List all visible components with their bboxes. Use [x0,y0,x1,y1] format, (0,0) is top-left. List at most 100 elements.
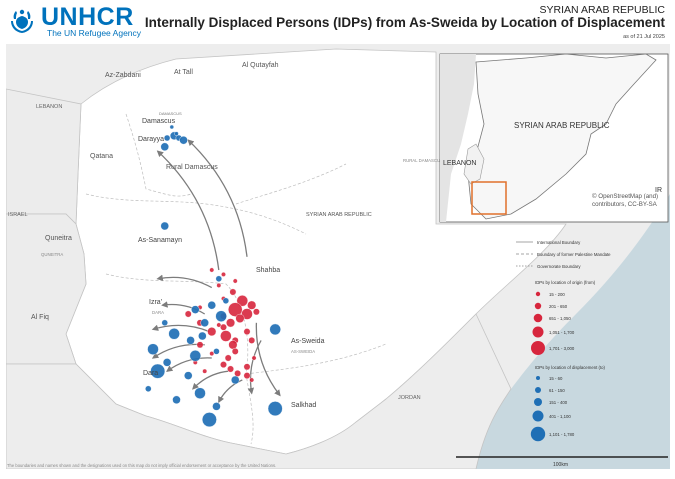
origin-point[interactable] [243,372,251,379]
inset-iraq-label: IR [655,187,662,194]
origin-point[interactable] [207,327,217,337]
displacement-point[interactable] [161,319,168,326]
label-jordan: JORDAN [398,395,421,401]
label-izra: Izra' [149,299,162,306]
label-daraa-gov: DARA [152,310,164,315]
displacement-point[interactable] [145,385,152,392]
origin-point[interactable] [202,368,208,374]
origin-point[interactable] [216,282,222,288]
origin-point[interactable] [232,278,238,284]
origin-point[interactable] [221,271,226,277]
displacement-point[interactable] [160,142,169,152]
label-rural-damascus: Rural Damascus [166,164,218,171]
legend-displacement-class: 15 - 60 [549,376,563,381]
legend-origin-class: 1,051 - 1,700 [549,330,575,335]
displacement-point[interactable] [201,412,217,427]
displacement-point[interactable] [269,323,281,336]
displacement-point[interactable] [212,402,221,411]
origin-point[interactable] [196,341,204,349]
label-rural-damascus-gov: RURAL DAMASCUS [403,158,443,163]
origin-point[interactable] [252,308,260,316]
origin-point[interactable] [235,313,245,323]
flow-arrow [247,340,262,395]
label-damascus: Damascus [142,118,176,125]
displacement-point[interactable] [147,343,159,355]
main-map[interactable]: Az-Zabdani At Tall Al Qutayfah LEBANON D… [5,44,670,470]
displacement-point[interactable] [222,297,230,304]
displacement-point[interactable] [215,275,223,283]
displacement-point[interactable] [198,331,207,341]
origin-point[interactable] [234,369,242,377]
displacement-point[interactable] [231,375,240,385]
origin-point[interactable] [251,355,257,361]
displacement-point[interactable] [191,305,200,314]
legend-displacement-symbol [535,387,541,393]
label-daraa: Dara [143,370,158,377]
origin-point[interactable] [243,328,251,335]
origin-point[interactable] [220,361,227,368]
origin-point[interactable] [228,302,243,317]
label-az-zabdani: Az-Zabdani [105,72,141,79]
origin-point[interactable] [231,347,239,355]
legend-origin-title: IDPs by location of origin (from) [535,280,596,285]
origin-point[interactable] [236,295,249,307]
flow-arrow [255,322,281,397]
legend-origin-symbol [531,341,545,355]
label-israel: ISRAEL [8,212,28,218]
legend-origin-symbol [533,313,543,323]
legend-origin-symbol [535,291,541,297]
legend-international-boundary: International Boundary [537,240,581,245]
origin-point[interactable] [220,330,232,342]
displacement-point[interactable] [174,131,179,136]
origin-point[interactable] [184,310,192,318]
sea-area [476,194,670,469]
origin-point[interactable] [249,377,255,383]
governorate-boundary-line [245,343,387,375]
origin-point[interactable] [228,340,238,350]
origin-point[interactable] [241,308,253,320]
displacement-point[interactable] [200,318,209,327]
origin-point[interactable] [243,363,251,371]
flow-arrow [156,274,213,289]
displacement-point[interactable] [215,310,227,322]
legend-displacement-symbol [530,426,546,442]
origin-point[interactable] [209,351,215,356]
inset-credit: © OpenStreetMap (and) contributors, CC-B… [592,193,660,208]
map-title: Internally Displaced Persons (IDPs) from… [144,15,665,30]
displacement-point[interactable] [160,221,169,231]
origin-point[interactable] [248,336,256,344]
origin-point[interactable] [220,323,227,331]
displacement-point[interactable] [162,358,172,367]
displacement-point[interactable] [168,328,180,340]
legend-displacement-class: 151 - 400 [549,400,568,405]
flow-arrow [151,324,210,333]
displacement-point[interactable] [213,348,220,355]
legend-displacement-class: 1,101 - 1,780 [549,432,575,437]
origin-point[interactable] [229,288,237,296]
as-of-date: as of 21 Jul 2025 [623,34,665,40]
displacement-point[interactable] [194,387,206,399]
label-as-sanamayn: As-Sanamayn [138,237,182,244]
origin-point[interactable] [216,322,222,328]
displacement-point[interactable] [267,401,283,416]
displacement-point[interactable] [172,395,181,404]
displacement-point[interactable] [163,134,171,142]
displacement-point[interactable] [169,124,175,130]
displacement-point[interactable] [184,371,193,380]
label-as-sweida: As-Sweida [291,338,325,345]
legend-displacement-classes: 15 - 60 61 - 150 151 - 400 401 - 1,100 1,101… [530,376,575,442]
displacement-point[interactable] [179,135,188,145]
origin-point[interactable] [247,300,257,310]
displacement-point[interactable] [150,363,166,379]
origin-point[interactable] [226,318,236,328]
label-al-fiq: Al Fiq [31,314,49,321]
inset-lebanon [463,143,485,185]
displacement-point[interactable] [207,301,216,310]
displacement-point[interactable] [189,350,202,362]
origin-point[interactable] [209,267,215,273]
legend-displacement-title: IDPs by location of displacement (to) [535,365,606,370]
displacement-point[interactable] [186,336,195,345]
origin-point[interactable] [224,354,232,362]
origin-point[interactable] [227,365,234,373]
org-tagline: The UN Refugee Agency [47,28,142,38]
